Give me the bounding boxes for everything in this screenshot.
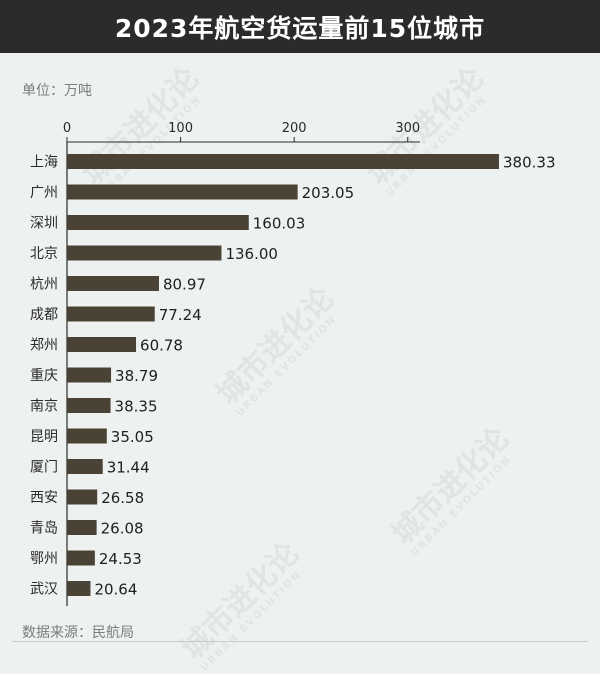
category-label: 广州 bbox=[30, 185, 58, 201]
value-label: 35.05 bbox=[111, 428, 154, 446]
category-label: 昆明 bbox=[30, 429, 58, 445]
category-label: 上海 bbox=[30, 155, 58, 171]
chart-title: 2023年航空货运量前15位城市 bbox=[114, 13, 486, 43]
bar bbox=[67, 489, 98, 505]
x-tick-label: 200 bbox=[282, 121, 307, 136]
value-label: 160.03 bbox=[253, 215, 306, 233]
category-label: 鄂州 bbox=[30, 551, 58, 567]
bar bbox=[67, 428, 107, 444]
bar-chart: 0 100 200 300 上海 380.33 广州 203.05 深圳 160.03 北京 136.… bbox=[30, 121, 556, 606]
value-label: 203.05 bbox=[302, 184, 355, 202]
value-label: 136.00 bbox=[225, 245, 278, 263]
unit-label: 单位：万吨 bbox=[22, 83, 92, 99]
chart-title-bar: 2023年航空货运量前15位城市 bbox=[0, 0, 600, 53]
bar bbox=[67, 550, 95, 566]
value-label: 26.08 bbox=[101, 520, 144, 538]
value-label: 24.53 bbox=[99, 550, 142, 568]
bar bbox=[67, 306, 155, 322]
bar bbox=[67, 520, 97, 535]
footer-divider bbox=[12, 641, 588, 642]
category-label: 南京 bbox=[30, 399, 58, 415]
bar bbox=[67, 184, 298, 200]
category-label: 杭州 bbox=[30, 277, 58, 293]
value-label: 380.33 bbox=[503, 154, 556, 172]
value-label: 77.24 bbox=[159, 306, 202, 324]
category-label: 厦门 bbox=[30, 460, 58, 476]
category-label: 武汉 bbox=[30, 582, 58, 598]
bar bbox=[67, 398, 111, 413]
bar bbox=[67, 367, 112, 383]
bar bbox=[67, 276, 159, 291]
value-label: 26.58 bbox=[101, 489, 144, 507]
x-tick-label: 100 bbox=[168, 121, 193, 136]
source-label: 数据来源：民航局 bbox=[22, 625, 134, 641]
value-label: 60.78 bbox=[140, 337, 183, 355]
bar bbox=[67, 337, 137, 352]
bar bbox=[67, 154, 499, 169]
bar bbox=[67, 215, 249, 230]
category-label: 重庆 bbox=[30, 368, 58, 384]
category-label: 西安 bbox=[30, 490, 58, 506]
value-label: 31.44 bbox=[107, 459, 150, 477]
bar bbox=[67, 459, 103, 474]
category-label: 深圳 bbox=[30, 216, 58, 232]
x-tick-label: 300 bbox=[395, 121, 420, 136]
bar bbox=[67, 245, 222, 261]
bar bbox=[67, 581, 91, 596]
category-label: 郑州 bbox=[30, 338, 58, 354]
value-label: 38.79 bbox=[115, 367, 158, 385]
x-tick-label: 0 bbox=[63, 121, 71, 136]
value-label: 80.97 bbox=[163, 276, 206, 294]
category-label: 青岛 bbox=[30, 521, 58, 537]
value-label: 38.35 bbox=[115, 398, 158, 416]
value-label: 20.64 bbox=[94, 581, 137, 599]
category-label: 北京 bbox=[30, 246, 58, 262]
category-label: 成都 bbox=[30, 307, 58, 323]
